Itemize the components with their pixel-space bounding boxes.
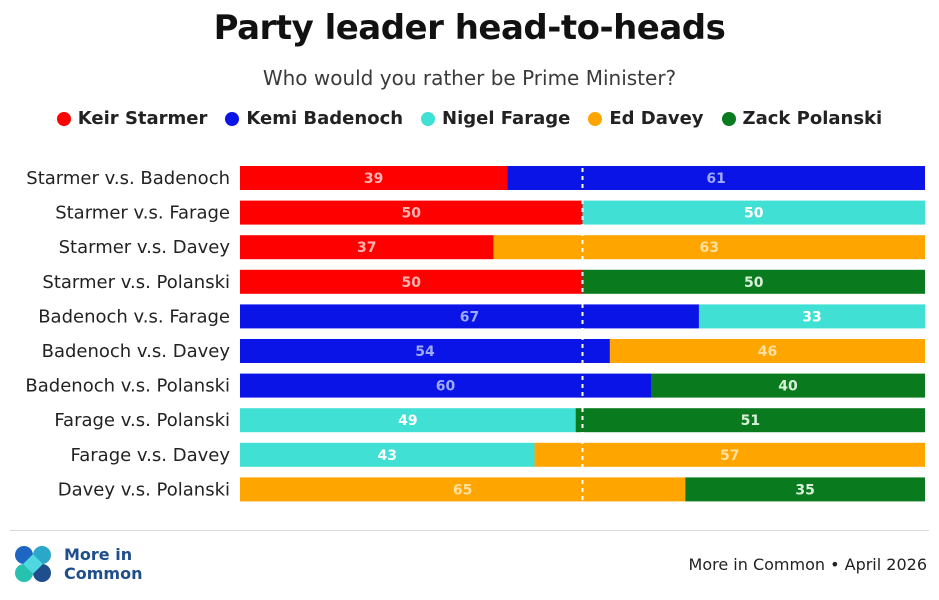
- row-label: Badenoch v.s. Polanski: [25, 376, 230, 397]
- legend-swatch: [56, 111, 71, 126]
- bar-right-value: 46: [758, 344, 777, 360]
- bar-left: [240, 339, 610, 363]
- bar-right-value: 40: [778, 379, 798, 395]
- row-label: Farage v.s. Davey: [71, 445, 231, 466]
- source-credit: More in Common • April 2026: [688, 555, 927, 574]
- footer-divider: [10, 530, 929, 531]
- bar-left-value: 49: [398, 413, 417, 429]
- bar-right: [493, 235, 925, 260]
- row-label: Davey v.s. Polanski: [58, 479, 230, 500]
- bar-left: [240, 442, 535, 467]
- bar-right-value: 50: [744, 206, 764, 222]
- bar-left: [240, 166, 508, 190]
- chart-title: Party leader head-to-heads: [213, 8, 726, 48]
- row-label: Starmer v.s. Farage: [55, 203, 230, 224]
- row-label: Starmer v.s. Polanski: [42, 272, 230, 293]
- legend-swatch: [421, 111, 436, 126]
- bar-right: [575, 408, 925, 433]
- legend-swatch: [225, 111, 240, 126]
- bar-right: [651, 373, 925, 398]
- bar-right: [685, 477, 925, 502]
- bar-left: [240, 304, 699, 329]
- bar-left: [240, 477, 686, 502]
- logo-text: More in Common: [64, 545, 142, 583]
- legend-label: Kemi Badenoch: [246, 108, 404, 129]
- row-label: Badenoch v.s. Davey: [42, 341, 231, 362]
- legend-item: Nigel Farage: [421, 108, 570, 129]
- legend-label: Keir Starmer: [77, 108, 208, 129]
- more-in-common-logo: More in Common: [12, 543, 142, 585]
- bar-right: [609, 339, 925, 363]
- bar-right-value: 63: [699, 240, 718, 256]
- bar-left-value: 60: [436, 379, 456, 395]
- row-label: Starmer v.s. Davey: [59, 237, 231, 258]
- legend-label: Nigel Farage: [442, 108, 571, 129]
- bar-left: [240, 408, 576, 433]
- bar-left-value: 39: [364, 171, 383, 187]
- bar-right: [534, 442, 925, 467]
- bar-left-value: 54: [415, 344, 435, 360]
- bar-right: [698, 304, 925, 329]
- legend-swatch: [721, 111, 736, 126]
- bar-left: [240, 200, 583, 225]
- bar-left-value: 43: [378, 448, 397, 464]
- legend-label: Ed Davey: [609, 108, 704, 129]
- bar-right-value: 61: [706, 171, 725, 187]
- stacked-bar-chart: Starmer v.s. Badenoch 39 61 Starmer v.s. Fa…: [25, 166, 925, 502]
- chart-subtitle: Who would you rather be Prime Minister?: [262, 66, 677, 90]
- more-in-common-logo-icon: [15, 546, 51, 582]
- bar-left-value: 67: [460, 309, 479, 325]
- row-label: Badenoch v.s. Farage: [38, 306, 230, 327]
- bar-right-value: 51: [741, 413, 760, 429]
- bar-left-value: 37: [357, 240, 376, 256]
- bar-right: [507, 166, 925, 190]
- bar-left: [240, 269, 583, 294]
- legend-swatch: [588, 111, 603, 126]
- bar-left-value: 65: [453, 482, 472, 498]
- row-label: Farage v.s. Polanski: [54, 410, 230, 431]
- bar-left-value: 50: [402, 275, 422, 291]
- bar-right: [582, 269, 925, 294]
- legend-label: Zack Polanski: [742, 108, 883, 129]
- legend-item: Ed Davey: [588, 108, 704, 129]
- bar-right-value: 33: [802, 309, 821, 325]
- bar-right: [582, 200, 925, 225]
- bar-right-value: 35: [795, 482, 814, 498]
- row-label: Starmer v.s. Badenoch: [26, 168, 230, 189]
- bar-left-value: 50: [402, 206, 422, 222]
- legend-item: Zack Polanski: [721, 108, 883, 129]
- logo-text-line2: Common: [64, 564, 143, 583]
- bar-right-value: 57: [720, 448, 739, 464]
- legend-item: Kemi Badenoch: [225, 108, 403, 129]
- legend-item: Keir Starmer: [56, 108, 208, 129]
- bar-right-value: 50: [744, 275, 764, 291]
- logo-text-line1: More in: [64, 545, 133, 564]
- chart-legend: Keir Starmer Kemi Badenoch Nigel Farage Ed …: [0, 108, 939, 129]
- bar-left: [240, 235, 494, 260]
